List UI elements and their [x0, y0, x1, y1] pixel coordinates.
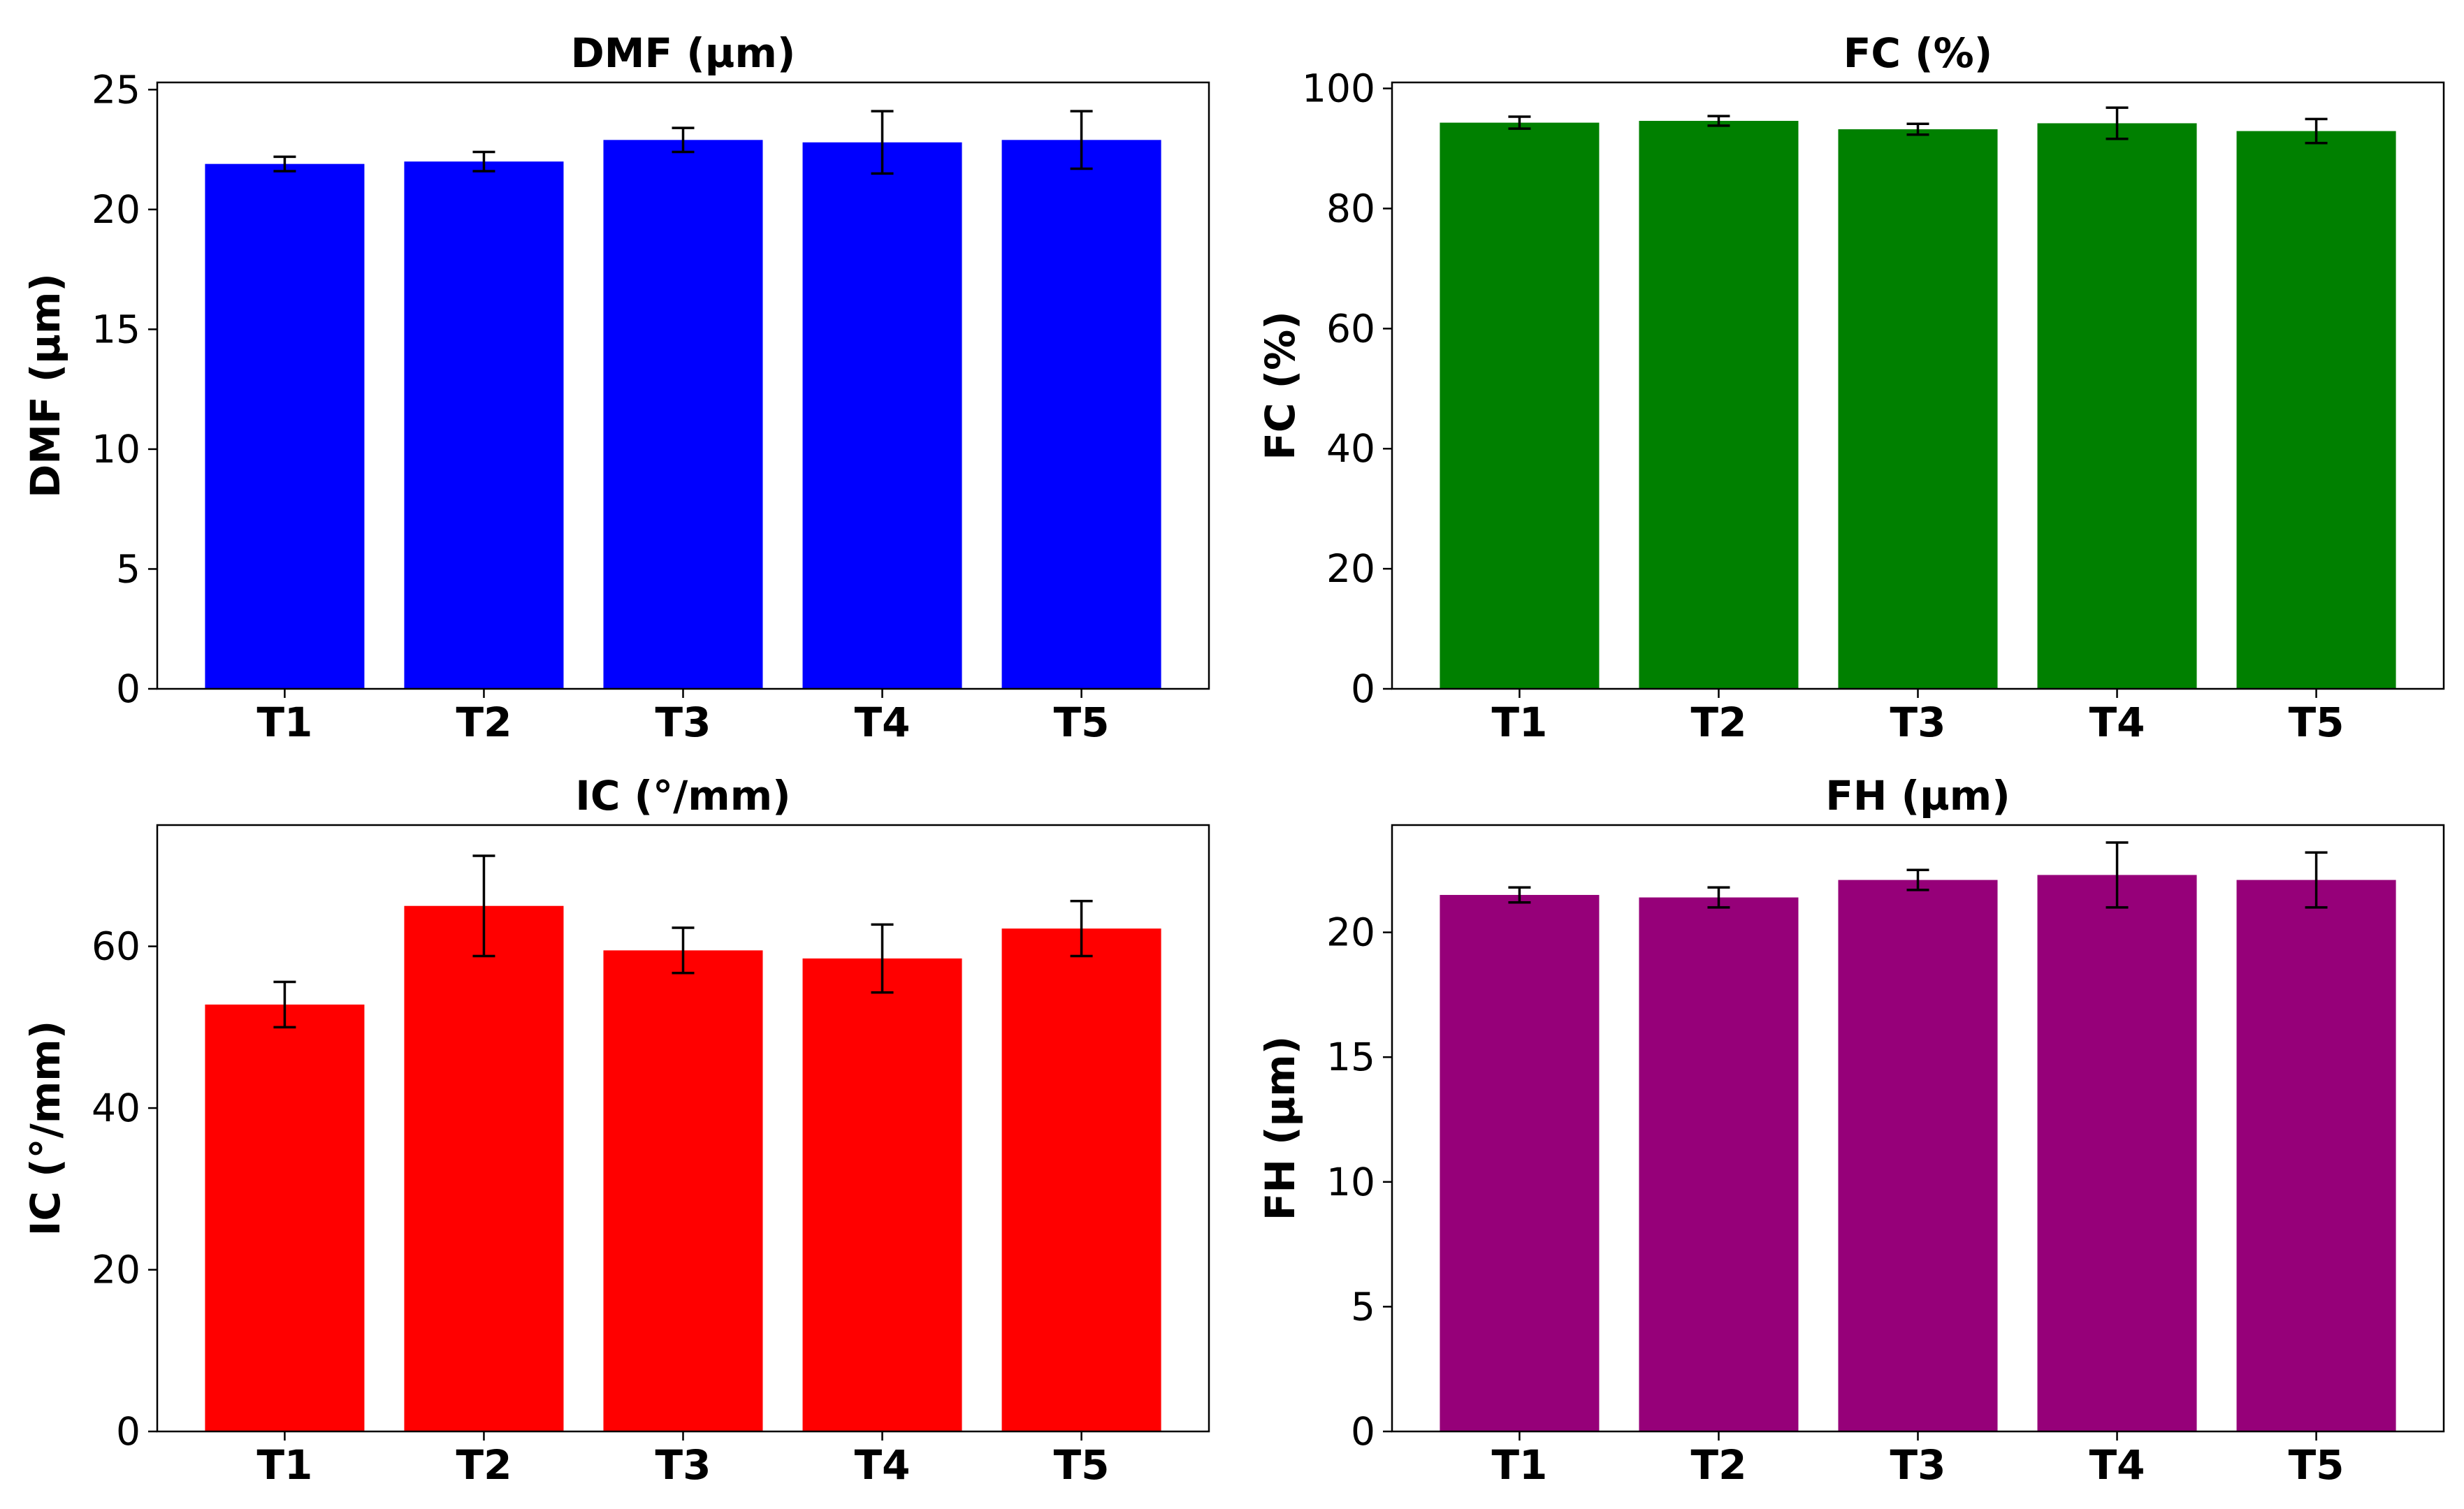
y-tick-label-fh-2: 10 — [1326, 1160, 1375, 1204]
x-tick-label-dmf-t1: T1 — [256, 699, 312, 746]
bar-fh-t1 — [1440, 895, 1600, 1431]
x-tick-label-fc-t1: T1 — [1491, 699, 1547, 746]
y-tick-label-fh-0: 0 — [1351, 1409, 1375, 1454]
chart-ic: 0 20 40 60 T1 T2 T3 T4 T5 IC (°/mm) IC (°/mm) — [22, 772, 1210, 1489]
bar-ic-t2 — [404, 905, 564, 1431]
y-tick-label-fh-1: 5 — [1351, 1284, 1375, 1329]
y-axis-label-ic: IC (°/mm) — [22, 1021, 69, 1236]
y-tick-label-fc-2: 40 — [1326, 426, 1375, 471]
error-bar-fc-t4 — [2106, 106, 2129, 140]
error-bar-fc-t5 — [2305, 117, 2328, 145]
bar-dmf-t5 — [1001, 140, 1161, 690]
bar-fc-t5 — [2236, 131, 2396, 689]
error-bar-dmf-t3 — [672, 126, 695, 154]
y-tick-label-fc-0: 0 — [1351, 666, 1375, 711]
y-tick-label-ic-0: 0 — [116, 1409, 140, 1454]
error-bar-fh-t5 — [2305, 851, 2328, 909]
x-tick-label-dmf-t3: T3 — [655, 699, 711, 746]
bar-fh-t2 — [1639, 897, 1799, 1431]
x-tick-label-dmf-t4: T4 — [855, 699, 911, 746]
x-tick-label-ic-t1: T1 — [256, 1441, 312, 1489]
y-tick-label-dmf-5: 25 — [92, 67, 140, 112]
bar-ic-t5 — [1001, 928, 1161, 1431]
y-tick-label-ic-1: 20 — [92, 1248, 140, 1292]
error-bar-dmf-t1 — [273, 155, 296, 173]
x-tick-label-fh-t3: T3 — [1890, 1441, 1946, 1489]
error-bar-fc-t3 — [1906, 122, 1929, 136]
bar-ic-t4 — [802, 958, 962, 1431]
y-axis-label-fc: FC (%) — [1256, 311, 1304, 460]
x-tick-label-fc-t3: T3 — [1890, 699, 1946, 746]
error-bar-fh-t2 — [1707, 886, 1730, 909]
bar-dmf-t4 — [802, 142, 962, 689]
error-bar-fc-t2 — [1707, 115, 1730, 127]
bar-dmf-t3 — [603, 140, 763, 690]
bar-fc-t3 — [1838, 129, 1998, 689]
y-tick-label-dmf-2: 10 — [92, 427, 140, 472]
y-tick-label-fc-3: 60 — [1326, 306, 1375, 351]
x-tick-label-fh-t4: T4 — [2089, 1441, 2145, 1489]
y-tick-label-fh-3: 15 — [1326, 1035, 1375, 1079]
x-tick-label-ic-t5: T5 — [1054, 1441, 1110, 1489]
bar-fc-t4 — [2037, 123, 2197, 690]
bar-ic-t1 — [205, 1004, 365, 1431]
bar-fc-t1 — [1440, 122, 1600, 689]
x-tick-label-ic-t2: T2 — [456, 1441, 512, 1489]
error-bar-dmf-t2 — [472, 150, 495, 173]
error-bar-ic-t3 — [672, 926, 695, 975]
y-tick-label-dmf-1: 5 — [116, 546, 140, 591]
error-bar-ic-t1 — [273, 980, 296, 1029]
chart-fh: 0 5 10 15 20 T1 T2 T3 T4 T5 FH (µm) FH (µm) — [1256, 772, 2445, 1489]
x-tick-label-fc-t2: T2 — [1691, 699, 1747, 746]
chart-title-dmf: DMF (µm) — [571, 29, 796, 77]
y-tick-label-ic-2: 40 — [92, 1086, 140, 1130]
chart-dmf: 0 5 10 15 20 25 T1 T2 T3 T4 T5 DMF (µm) DMF (µm) — [22, 29, 1210, 746]
y-axis-label-fh: FH (µm) — [1256, 1036, 1304, 1220]
error-bar-ic-t5 — [1070, 900, 1093, 958]
error-bar-fh-t3 — [1906, 868, 1929, 891]
bar-dmf-t2 — [404, 161, 564, 689]
chart-title-ic: IC (°/mm) — [575, 772, 790, 819]
error-bar-ic-t2 — [472, 854, 495, 958]
y-tick-label-fc-5: 100 — [1302, 66, 1375, 111]
error-bar-fh-t1 — [1508, 886, 1531, 904]
error-bar-ic-t4 — [871, 923, 894, 994]
error-bar-dmf-t4 — [871, 110, 894, 175]
x-tick-label-fc-t5: T5 — [2289, 699, 2345, 746]
error-bar-fc-t1 — [1508, 115, 1531, 130]
x-tick-label-fh-t1: T1 — [1491, 1441, 1547, 1489]
y-tick-label-fc-1: 20 — [1326, 546, 1375, 591]
bar-dmf-t1 — [205, 163, 365, 690]
y-tick-label-dmf-4: 20 — [92, 187, 140, 232]
bar-ic-t3 — [603, 950, 763, 1431]
x-tick-label-fh-t2: T2 — [1691, 1441, 1747, 1489]
x-tick-label-dmf-t2: T2 — [456, 699, 512, 746]
error-bar-dmf-t5 — [1070, 110, 1093, 170]
error-bar-fh-t4 — [2106, 841, 2129, 909]
x-tick-label-fh-t5: T5 — [2289, 1441, 2345, 1489]
chart-fc: 0 20 40 60 80 100 T1 T2 T3 T4 T5 FC (%) FC (%) — [1256, 29, 2445, 746]
chart-title-fh: FH (µm) — [1825, 772, 2010, 819]
y-axis-label-dmf: DMF (µm) — [22, 273, 69, 498]
y-tick-label-dmf-3: 15 — [92, 307, 140, 351]
x-tick-label-dmf-t5: T5 — [1054, 699, 1110, 746]
bar-fh-t5 — [2236, 880, 2396, 1431]
bar-fh-t4 — [2037, 875, 2197, 1431]
y-tick-label-ic-3: 60 — [92, 924, 140, 969]
x-tick-label-ic-t4: T4 — [855, 1441, 911, 1489]
bar-fh-t3 — [1838, 880, 1998, 1431]
y-tick-label-dmf-0: 0 — [116, 666, 140, 711]
bar-fc-t2 — [1639, 121, 1799, 690]
x-tick-label-ic-t3: T3 — [655, 1441, 711, 1489]
y-tick-label-fc-4: 80 — [1326, 186, 1375, 231]
x-tick-label-fc-t4: T4 — [2089, 699, 2145, 746]
y-tick-label-fh-4: 20 — [1326, 910, 1375, 955]
chart-title-fc: FC (%) — [1843, 29, 1993, 77]
